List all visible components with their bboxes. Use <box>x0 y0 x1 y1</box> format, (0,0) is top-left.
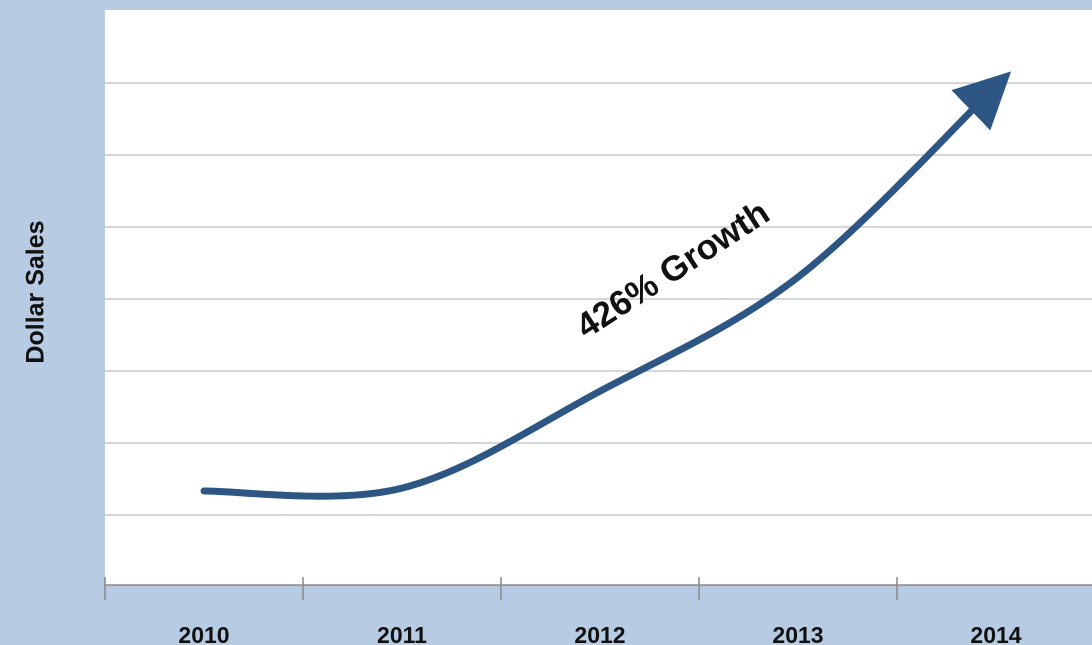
x-tick-label: 2010 <box>178 622 229 645</box>
growth-trend-line <box>200 71 1012 500</box>
x-tick-labels: 2010 2011 2012 2013 2014 <box>178 622 1021 645</box>
y-axis-label: Dollar Sales <box>21 220 50 364</box>
x-tick-label: 2011 <box>377 622 427 645</box>
x-tick-label: 2013 <box>772 622 823 645</box>
plot-area <box>105 10 1092 585</box>
grid-lines <box>105 82 1092 516</box>
x-tick-label: 2012 <box>574 622 625 645</box>
x-tick-label: 2014 <box>970 622 1021 645</box>
series-layer <box>200 71 1012 500</box>
x-axis <box>104 577 1092 600</box>
